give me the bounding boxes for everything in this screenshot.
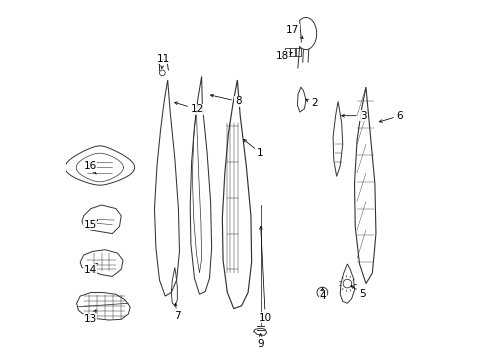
- Text: 17: 17: [285, 25, 303, 39]
- Text: 16: 16: [83, 161, 97, 174]
- Text: 9: 9: [257, 334, 264, 348]
- Text: 3: 3: [341, 111, 366, 121]
- Text: 15: 15: [83, 220, 97, 230]
- Text: 7: 7: [174, 303, 180, 321]
- Text: 4: 4: [319, 288, 325, 301]
- Text: 8: 8: [210, 94, 241, 107]
- Text: 2: 2: [305, 98, 317, 108]
- Text: 1: 1: [243, 139, 264, 158]
- Text: 14: 14: [83, 264, 97, 275]
- Text: 10: 10: [258, 226, 271, 323]
- Text: 18: 18: [275, 51, 291, 61]
- Text: 6: 6: [379, 111, 403, 122]
- Text: 13: 13: [83, 310, 97, 324]
- Text: 5: 5: [350, 286, 365, 298]
- Text: 11: 11: [156, 54, 169, 68]
- Text: 12: 12: [174, 102, 203, 114]
